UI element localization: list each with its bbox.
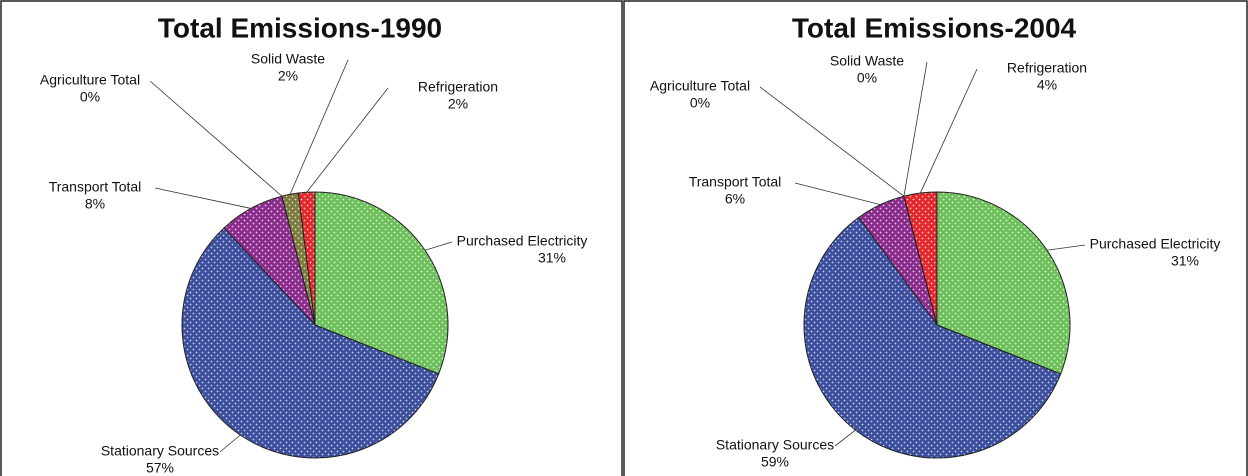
slice-value-label: 31% — [538, 250, 566, 266]
leader-line — [289, 59, 349, 195]
leader-line — [903, 61, 928, 197]
leader-line — [919, 68, 978, 194]
slice-label: Agriculture Total — [40, 72, 140, 88]
leader-line — [759, 86, 905, 197]
pie-slice — [297, 191, 316, 326]
slice-value-label: 0% — [857, 70, 877, 86]
leader-line — [306, 87, 389, 193]
slice-label: Solid Waste — [251, 51, 325, 67]
leader-line — [424, 241, 453, 251]
slice-value-label: 8% — [85, 196, 105, 212]
leader-line — [219, 434, 241, 453]
leader-line — [149, 80, 283, 197]
leader-line — [1046, 244, 1086, 251]
leader-line — [154, 187, 252, 209]
slice-label: Purchased Electricity — [457, 233, 588, 249]
pie-slice — [314, 191, 449, 375]
slice-value-label: 59% — [761, 454, 789, 470]
slice-label: Agriculture Total — [650, 78, 750, 94]
leader-line — [834, 429, 856, 447]
slice-value-label: 4% — [1037, 77, 1057, 93]
chart-title: Total Emissions-1990 — [158, 12, 442, 43]
slice-label: Transport Total — [49, 179, 142, 195]
chart-title: Total Emissions-2004 — [792, 12, 1077, 43]
slice-value-label: 31% — [1171, 253, 1199, 269]
slice-label: Refrigeration — [1007, 60, 1087, 76]
slice-value-label: 2% — [278, 68, 298, 84]
slice-value-label: 0% — [690, 95, 710, 111]
slice-label: Solid Waste — [830, 53, 904, 69]
panel-frame — [623, 0, 1248, 476]
leader-line — [794, 182, 881, 206]
slice-value-label: 2% — [448, 96, 468, 112]
slice-label: Stationary Sources — [716, 437, 834, 453]
pie-slice — [181, 227, 440, 459]
slice-value-label: 0% — [80, 89, 100, 105]
slice-value-label: 6% — [725, 191, 745, 207]
pie-slice — [936, 191, 1071, 375]
slice-label: Transport Total — [689, 174, 782, 190]
slice-value-label: 57% — [146, 460, 174, 476]
panel-frame — [0, 0, 623, 476]
slice-label: Stationary Sources — [101, 443, 219, 459]
slice-label: Purchased Electricity — [1090, 236, 1221, 252]
slice-label: Refrigeration — [418, 79, 498, 95]
